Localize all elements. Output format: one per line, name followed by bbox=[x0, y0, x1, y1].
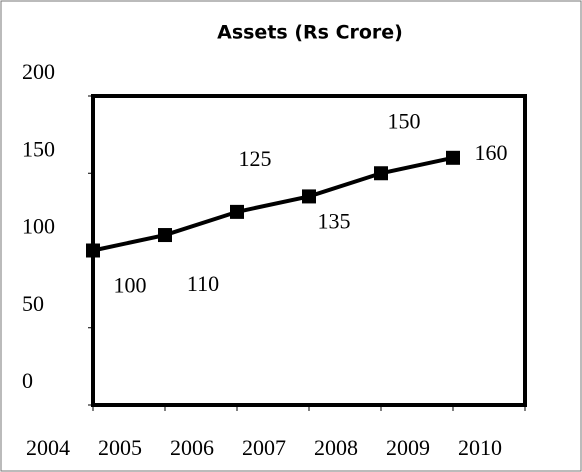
marker bbox=[158, 228, 172, 243]
y-tick-label: 100 bbox=[22, 214, 55, 239]
marker bbox=[86, 243, 100, 258]
marker bbox=[302, 189, 316, 204]
data-label: 100 bbox=[114, 273, 147, 298]
x-tick-label: 2004 bbox=[26, 435, 70, 460]
data-label: 150 bbox=[388, 108, 421, 133]
data-label: 160 bbox=[475, 140, 508, 165]
y-tick-label: 200 bbox=[22, 59, 55, 84]
y-tick-label: 0 bbox=[22, 368, 33, 393]
line bbox=[92, 155, 454, 253]
marker bbox=[374, 166, 388, 181]
chart-title: Assets (Rs Crore) bbox=[217, 22, 403, 44]
data-label: 125 bbox=[239, 146, 272, 171]
marker bbox=[230, 204, 244, 219]
x-tick-label: 2010 bbox=[458, 435, 502, 460]
x-tick-label: 2008 bbox=[314, 435, 358, 460]
marker bbox=[446, 150, 460, 165]
data-label: 135 bbox=[318, 208, 351, 233]
data-label: 110 bbox=[187, 271, 219, 296]
y-tick-label: 50 bbox=[22, 291, 44, 316]
y-tick-label: 150 bbox=[22, 136, 55, 161]
x-tick-label: 2006 bbox=[170, 435, 214, 460]
x-tick-label: 2007 bbox=[242, 435, 286, 460]
x-tick-label: 2009 bbox=[386, 435, 430, 460]
x-tick-label: 2005 bbox=[98, 435, 142, 460]
